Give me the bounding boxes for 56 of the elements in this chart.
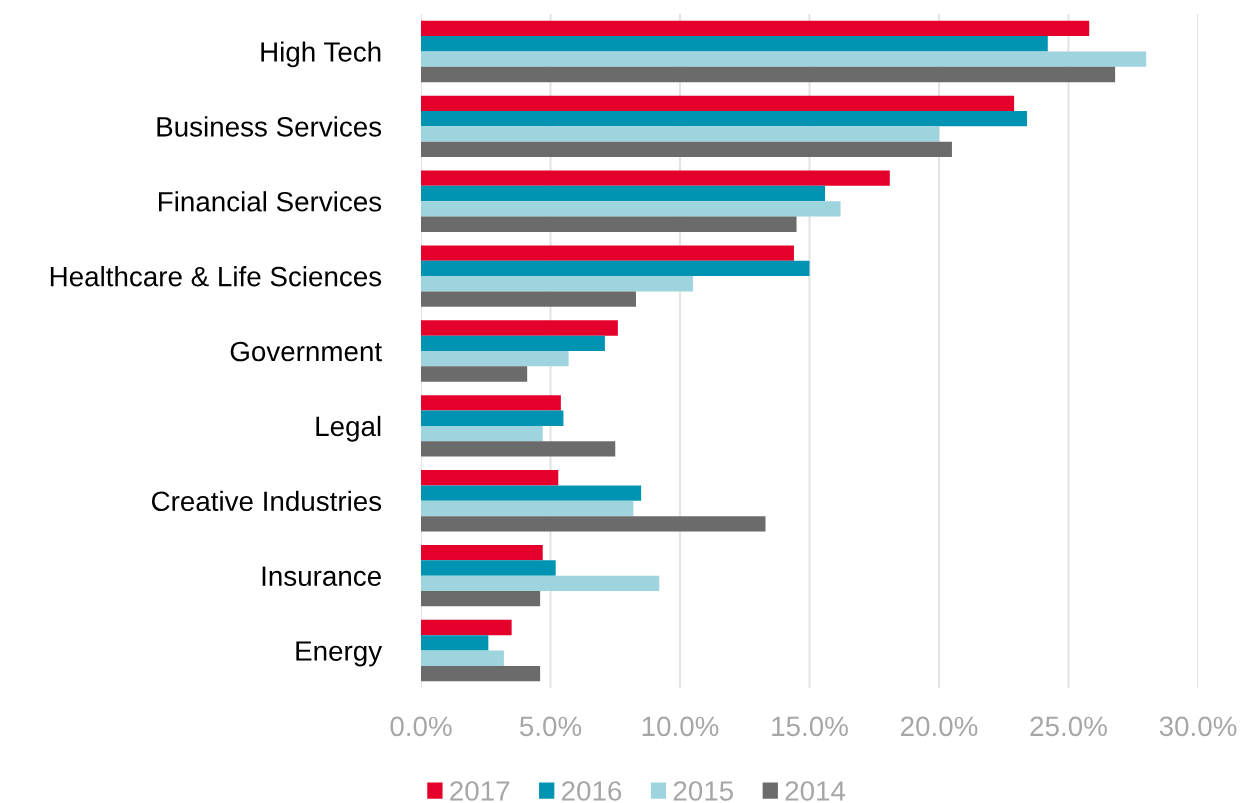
bar — [421, 351, 569, 367]
x-tick-label: 0.0% — [390, 716, 452, 737]
bar — [421, 335, 605, 351]
bar — [421, 36, 1048, 52]
y-tick-label: Insurance — [262, 566, 381, 587]
legend-label: 2017 — [450, 781, 510, 801]
bar — [421, 185, 826, 202]
x-tick-label: 30.0% — [1159, 716, 1237, 737]
bar — [421, 366, 528, 382]
y-tick-label: Legal — [316, 415, 381, 442]
bar — [421, 544, 543, 561]
bar — [421, 291, 636, 307]
bar — [421, 410, 564, 426]
x-tick-label: 15.0% — [772, 716, 848, 737]
legend-label: 2014 — [785, 781, 846, 801]
x-tick-label: 25.0% — [1030, 716, 1107, 737]
bar — [421, 276, 693, 292]
bar — [421, 619, 512, 636]
bar — [421, 470, 559, 486]
bar — [421, 51, 1147, 67]
bar — [421, 516, 766, 532]
y-tick-label: High Tech — [261, 41, 381, 68]
bar — [421, 170, 890, 186]
y-tick-label: Healthcare & Life Sciences — [50, 266, 382, 287]
bar — [421, 650, 504, 666]
bar — [421, 560, 556, 576]
bar — [421, 320, 618, 336]
legend-label: 2015 — [673, 781, 733, 801]
y-tick-label: Business Services — [157, 116, 382, 137]
bar — [421, 441, 616, 457]
y-tick-label: Creative Industries — [151, 490, 382, 512]
y-tick-label: Government — [230, 341, 382, 362]
x-tick-label: 5.0% — [519, 716, 582, 737]
bar — [421, 591, 541, 607]
bar — [421, 201, 841, 217]
bar — [421, 20, 1090, 37]
bar — [421, 95, 1015, 111]
bar — [421, 665, 541, 682]
x-tick-label: 10.0% — [642, 716, 719, 737]
bar — [421, 635, 489, 651]
bar — [421, 126, 939, 142]
bar — [421, 216, 797, 232]
y-tick-label: Financial Services — [159, 191, 382, 212]
bar — [421, 500, 634, 517]
bar — [421, 66, 1116, 83]
bar — [421, 395, 561, 411]
x-tick-label: 20.0% — [901, 716, 978, 737]
legend-label: 2016 — [561, 781, 622, 801]
bar — [421, 245, 794, 261]
bar — [421, 110, 1028, 127]
y-tick-label: Energy — [296, 641, 383, 667]
bar — [421, 425, 543, 442]
bar — [421, 141, 952, 158]
bar — [421, 575, 660, 592]
bar — [421, 485, 642, 501]
bar — [421, 260, 810, 277]
